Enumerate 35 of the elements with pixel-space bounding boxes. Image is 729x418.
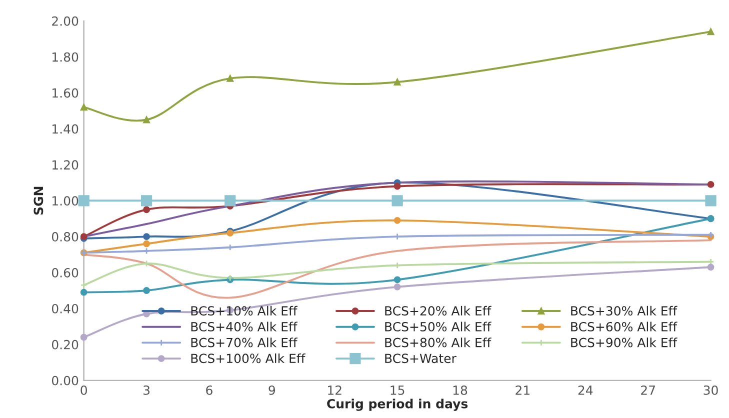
legend-label: BCS+70% Alk Eff: [191, 338, 298, 348]
legend-label: BCS+90% Alk Eff: [571, 338, 678, 348]
y-tick-label: 0.20: [52, 340, 78, 350]
y-tick-label: 0.80: [52, 232, 78, 242]
legend-label: BCS+20% Alk Eff: [385, 306, 492, 316]
legend-label: BCS+60% Alk Eff: [571, 322, 678, 332]
y-tick-label: 2.00: [52, 16, 78, 26]
x-tick-label: 12: [328, 385, 342, 395]
legend-label: BCS+30% Alk Eff: [571, 306, 678, 316]
legend-label: BCS+80% Alk Eff: [385, 338, 492, 348]
x-tick-label: 24: [578, 385, 593, 395]
x-tick-label: 6: [206, 385, 212, 395]
y-axis-title: SGN: [34, 186, 44, 215]
x-tick-label: 9: [268, 385, 276, 395]
legend-label: BCS+Water: [385, 354, 456, 364]
y-tick-label: 1.20: [52, 160, 78, 170]
y-tick-label: 1.60: [52, 88, 78, 98]
x-tick-label: 3: [144, 385, 150, 395]
x-tick-label: 18: [453, 385, 468, 395]
y-tick-label: 1.40: [52, 124, 78, 134]
x-tick-label: 30: [704, 385, 718, 395]
y-tick-label: 0.40: [52, 304, 78, 314]
x-tick-label: 21: [516, 385, 530, 395]
legend-label: BCS+40% Alk Eff: [191, 322, 298, 332]
y-tick-label: 0.60: [52, 268, 78, 278]
y-tick-label: 1.80: [52, 52, 78, 62]
x-tick-label: 27: [641, 385, 655, 395]
legend-label: BCS+100% Alk Eff: [191, 353, 306, 364]
legend-label: BCS+10% Alk Eff: [191, 306, 298, 316]
y-tick-label: 0.00: [52, 376, 78, 386]
x-tick-label: 0: [80, 385, 87, 395]
x-axis-title: Curig period in days: [327, 398, 468, 411]
x-tick-label: 15: [390, 386, 404, 395]
y-tick-label: 1.00: [52, 196, 78, 206]
legend-label: BCS+50% Alk Eff: [385, 322, 492, 332]
